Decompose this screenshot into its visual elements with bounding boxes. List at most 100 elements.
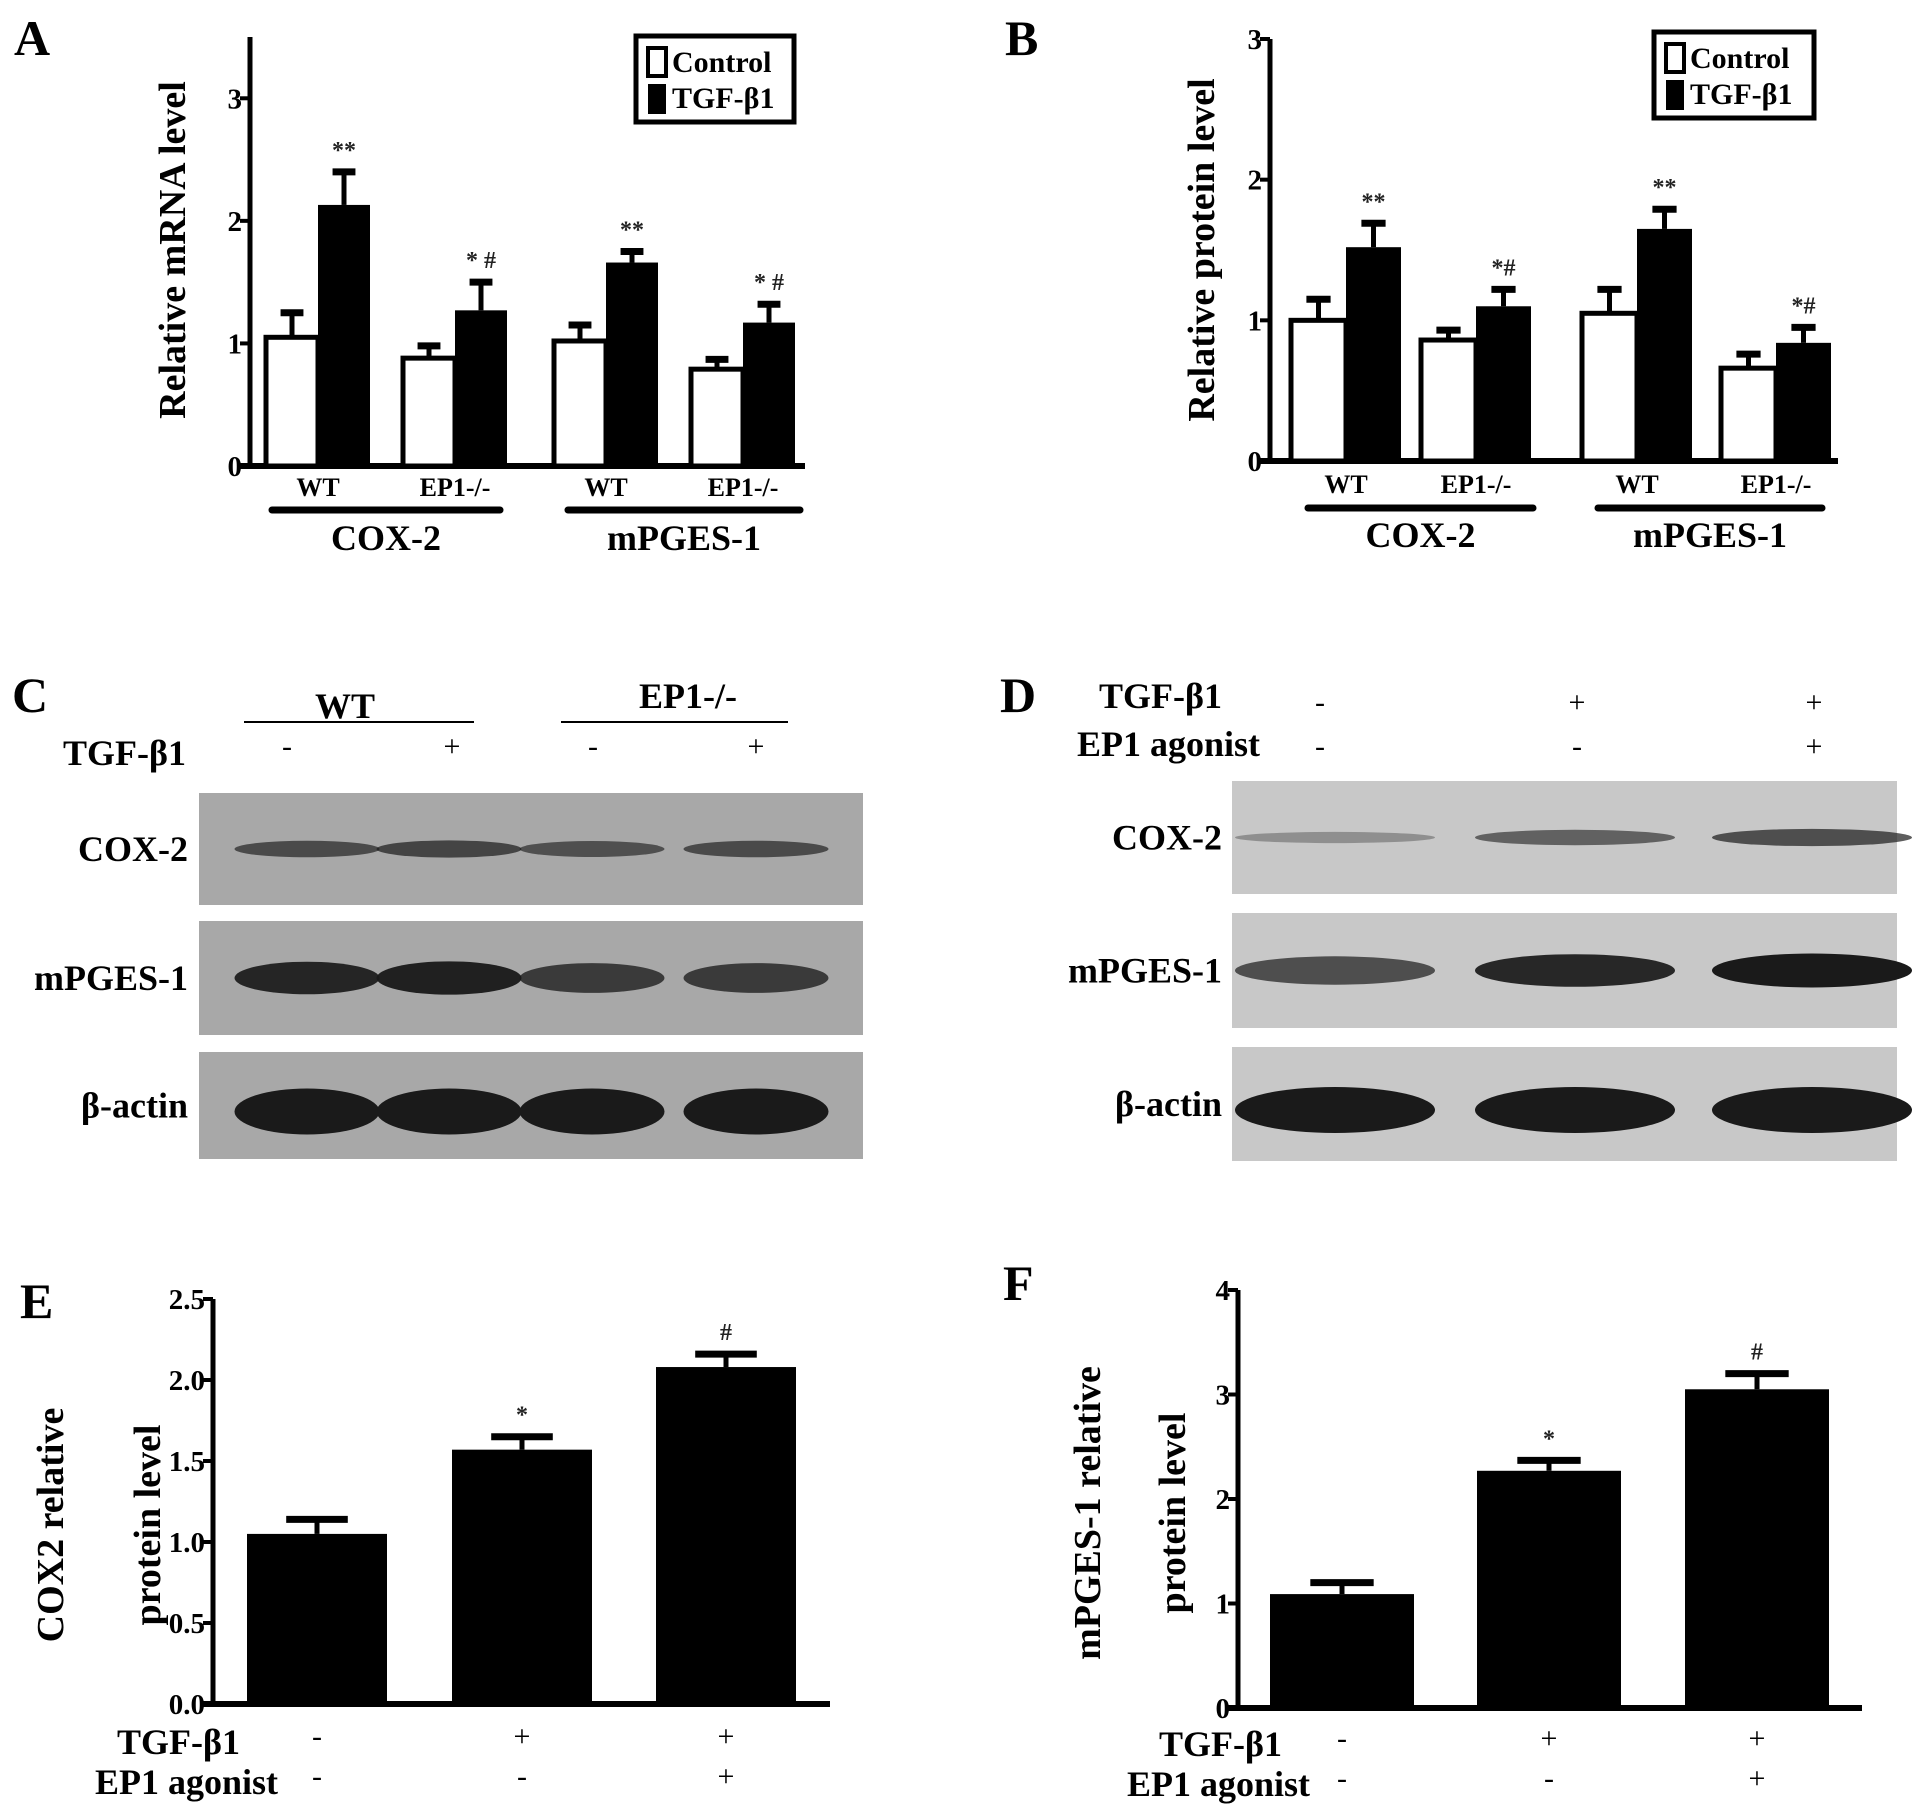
blot-d-row-label: COX-2: [1112, 818, 1222, 858]
chart-b-legend: Control TGF-β1: [1651, 29, 1817, 121]
blot-c-treatment-sign: +: [748, 730, 765, 763]
chart-e-condition-sign: +: [514, 1720, 531, 1753]
blot-c-row-label: COX-2: [78, 829, 188, 869]
chart-a-ytick-label: 3: [228, 83, 243, 115]
legend-label-tgf: TGF-β1: [672, 82, 774, 115]
chart-a-bar: [688, 366, 746, 469]
blot-d: COX-2 mPGES-1 β-actin - + + - - +: [1068, 686, 1912, 1161]
chart-b-bar: [1718, 365, 1779, 464]
chart-e-ytick-label: 1.5: [169, 1446, 205, 1478]
chart-e-significance: #: [720, 1320, 732, 1346]
blot-c-band: [376, 1088, 522, 1135]
chart-b-significance: *#: [1492, 255, 1516, 281]
blot-c-row: β-actin: [81, 1052, 863, 1159]
blot-d-condition-sign: +: [1806, 686, 1823, 719]
chart-f-condition-sign: +: [1749, 1762, 1766, 1795]
chart-e-ylabel-line2: protein level: [127, 1425, 169, 1626]
chart-b-ytick-label: 0: [1248, 446, 1263, 478]
chart-b-group-label: mPGES-1: [1633, 515, 1787, 555]
blot-d-band: [1235, 956, 1435, 985]
chart-f-significance: *: [1543, 1426, 1555, 1452]
legend-swatch-tgf: [648, 84, 666, 114]
blot-c-band: [519, 963, 665, 993]
blot-d-condition-sign: +: [1806, 730, 1823, 763]
blot-c-band: [519, 1088, 665, 1135]
blot-c-row: mPGES-1: [34, 921, 863, 1035]
chart-f-bar: [1270, 1594, 1414, 1708]
blot-d-row-label: mPGES-1: [1068, 951, 1222, 991]
chart-b-category-label: EP1-/-: [1441, 470, 1512, 499]
chart-a-bar: [455, 310, 507, 466]
blot-d-condition-ep1: EP1 agonist: [1077, 724, 1260, 764]
chart-b-ylabel: Relative protein level: [1181, 78, 1223, 421]
blot-d-row: COX-2: [1112, 781, 1912, 894]
blot-c-band: [683, 963, 829, 993]
blot-c-genotype-ep1: EP1-/-: [639, 676, 737, 716]
blot-d-row: β-actin: [1115, 1047, 1912, 1161]
chart-b: 0 1 2 3 ** WT *# EP1-/- ** WT *# EP1-/- COX-2 mPGES-1: [1248, 24, 1838, 555]
chart-f-significance: #: [1751, 1340, 1763, 1366]
chart-e-condition-sign: -: [312, 1720, 322, 1753]
panel-label-a: A: [14, 10, 50, 66]
chart-f-ytick-label: 1: [1216, 1589, 1231, 1621]
chart-a-category-label: EP1-/-: [420, 473, 491, 502]
chart-f-condition-tgf: TGF-β1: [1159, 1724, 1282, 1764]
chart-a-bar: [606, 262, 658, 466]
blot-d-band: [1475, 954, 1675, 987]
chart-b-significance: **: [1653, 175, 1677, 201]
chart-b-bar: [1418, 337, 1479, 464]
chart-b-category-label: WT: [1615, 470, 1658, 499]
panel-label-e: E: [20, 1273, 53, 1329]
blot-c-treatment-label: TGF-β1: [63, 733, 186, 773]
chart-f: 0 1 2 3 4 * # - + + - - +: [1216, 1275, 1862, 1795]
legend-label-control: Control: [672, 46, 771, 79]
chart-a-category-label: WT: [296, 473, 339, 502]
legend-label-control: Control: [1690, 42, 1789, 75]
chart-e-ytick-label: 0.0: [169, 1689, 205, 1721]
chart-e-ytick-label: 0.5: [169, 1608, 205, 1640]
chart-f-ytick-label: 4: [1216, 1275, 1231, 1307]
blot-c-band: [683, 840, 829, 858]
blot-c-row-label: mPGES-1: [34, 958, 188, 998]
blot-c-treatment-sign: +: [444, 730, 461, 763]
chart-a-bar: [551, 338, 609, 469]
chart-a-bar: [743, 322, 795, 466]
chart-b-significance: **: [1362, 189, 1386, 215]
blot-c-band: [376, 961, 522, 995]
chart-f-ylabel-line1: mPGES-1 relative: [1067, 1366, 1109, 1660]
blot-d-condition-sign: -: [1315, 686, 1325, 719]
chart-e-ytick-label: 2.0: [169, 1365, 205, 1397]
blot-d-band: [1712, 953, 1912, 988]
chart-a-bar: [263, 334, 321, 469]
chart-a-ytick-label: 1: [228, 328, 243, 360]
blot-c: COX-2 mPGES-1 β-actin - + - +: [34, 730, 863, 1159]
blot-d-band: [1235, 831, 1435, 844]
chart-b-bar: [1476, 306, 1531, 461]
chart-a-significance: * #: [754, 270, 784, 296]
chart-e-condition-sign: +: [718, 1720, 735, 1753]
blot-d-row-label: β-actin: [1115, 1084, 1222, 1124]
chart-f-bar: [1477, 1470, 1621, 1708]
blot-c-row-label: β-actin: [81, 1086, 188, 1126]
chart-e: 0.0 0.5 1.0 1.5 2.0 2.5 * # - + + - - +: [169, 1284, 830, 1793]
chart-b-bar: [1579, 310, 1640, 464]
blot-c-treatment-sign: -: [282, 730, 292, 763]
blot-d-band: [1235, 1087, 1435, 1133]
chart-e-bar: [247, 1533, 387, 1704]
blot-d-condition-sign: -: [1315, 730, 1325, 763]
chart-f-condition-ep1: EP1 agonist: [1127, 1764, 1310, 1804]
chart-f-ylabel-line2: protein level: [1152, 1413, 1194, 1614]
chart-e-bar: [452, 1449, 592, 1704]
chart-b-significance: *#: [1792, 293, 1816, 319]
chart-b-ytick-label: 3: [1248, 24, 1263, 56]
chart-f-condition-sign: -: [1337, 1722, 1347, 1755]
chart-e-condition-sign: -: [312, 1760, 322, 1793]
chart-e-condition-sign: -: [517, 1760, 527, 1793]
chart-a-legend: Control TGF-β1: [633, 33, 797, 125]
blot-d-condition-tgf: TGF-β1: [1099, 676, 1222, 716]
blot-d-band: [1475, 1087, 1675, 1133]
legend-swatch-control: [1664, 42, 1686, 74]
chart-e-ylabel-line1: COX2 relative: [30, 1408, 72, 1643]
